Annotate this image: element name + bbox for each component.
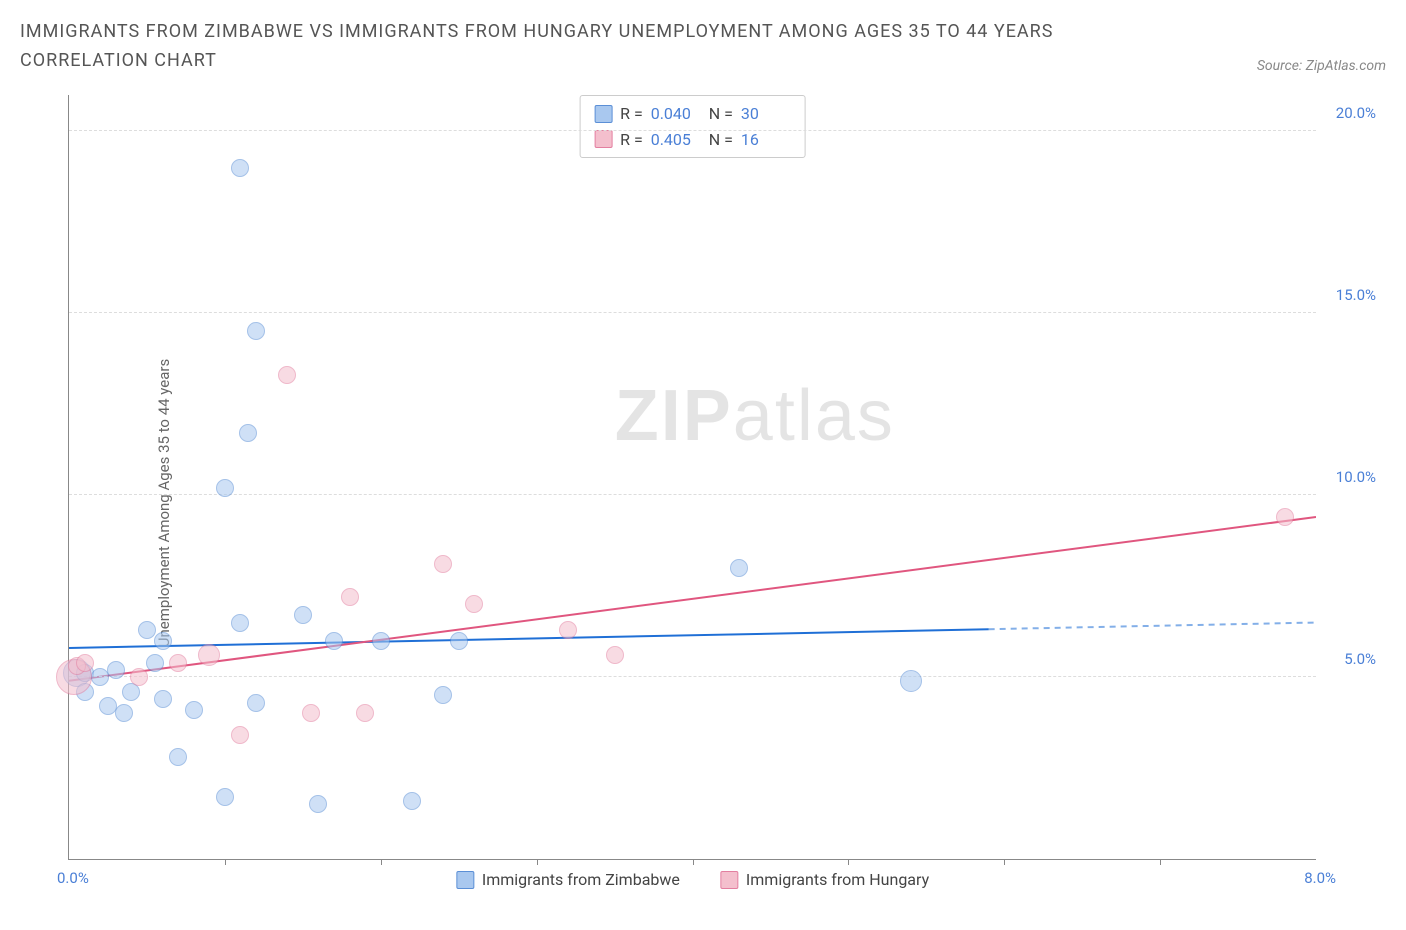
r-label: R =: [620, 101, 643, 127]
data-point-zimbabwe[interactable]: [239, 424, 257, 442]
data-point-zimbabwe[interactable]: [294, 606, 312, 624]
gridline: [69, 312, 1316, 313]
swatch-hungary: [720, 871, 738, 889]
trend-lines: [69, 95, 1316, 859]
stats-legend: R = 0.040N = 30R = 0.405N = 16: [579, 95, 806, 158]
data-point-zimbabwe[interactable]: [216, 479, 234, 497]
data-point-zimbabwe[interactable]: [185, 701, 203, 719]
data-point-zimbabwe[interactable]: [900, 670, 922, 692]
data-point-zimbabwe[interactable]: [154, 632, 172, 650]
data-point-zimbabwe[interactable]: [231, 614, 249, 632]
data-point-zimbabwe[interactable]: [309, 795, 327, 813]
series-legend: Immigrants from Zimbabwe Immigrants from …: [456, 870, 929, 889]
data-point-zimbabwe[interactable]: [434, 686, 452, 704]
chart-title: IMMIGRANTS FROM ZIMBABWE VS IMMIGRANTS F…: [20, 18, 1120, 76]
data-point-zimbabwe[interactable]: [107, 661, 125, 679]
gridline: [69, 676, 1316, 677]
y-tick-label: 20.0%: [1336, 104, 1376, 122]
swatch-zimbabwe: [594, 105, 612, 123]
source-attrib: Source: ZipAtlas.com: [1257, 58, 1386, 74]
data-point-zimbabwe[interactable]: [216, 788, 234, 806]
legend-label: Immigrants from Hungary: [746, 870, 929, 889]
data-point-hungary[interactable]: [278, 366, 296, 384]
swatch-zimbabwe: [456, 871, 474, 889]
data-point-zimbabwe[interactable]: [730, 559, 748, 577]
data-point-hungary[interactable]: [231, 726, 249, 744]
x-tick: [1160, 859, 1161, 865]
watermark: ZIPatlas: [615, 375, 895, 457]
data-point-zimbabwe[interactable]: [154, 690, 172, 708]
data-point-hungary[interactable]: [76, 654, 94, 672]
chart-container: Unemployment Among Ages 35 to 44 years Z…: [20, 95, 1386, 910]
data-point-zimbabwe[interactable]: [325, 632, 343, 650]
scatter-plot: ZIPatlas R = 0.040N = 30R = 0.405N = 16 …: [68, 95, 1316, 860]
data-point-hungary[interactable]: [434, 555, 452, 573]
x-tick: [225, 859, 226, 865]
data-point-hungary[interactable]: [302, 704, 320, 722]
data-point-hungary[interactable]: [465, 595, 483, 613]
data-point-zimbabwe[interactable]: [372, 632, 390, 650]
x-tick: [537, 859, 538, 865]
data-point-zimbabwe[interactable]: [450, 632, 468, 650]
y-tick-label: 10.0%: [1336, 468, 1376, 486]
data-point-zimbabwe[interactable]: [115, 704, 133, 722]
x-tick: [693, 859, 694, 865]
x-tick: [381, 859, 382, 865]
data-point-hungary[interactable]: [169, 654, 187, 672]
data-point-hungary[interactable]: [356, 704, 374, 722]
data-point-zimbabwe[interactable]: [146, 654, 164, 672]
r-value: 0.040: [651, 101, 701, 127]
x-axis-min: 0.0%: [57, 869, 89, 887]
data-point-zimbabwe[interactable]: [403, 792, 421, 810]
data-point-hungary[interactable]: [606, 646, 624, 664]
data-point-hungary[interactable]: [1276, 508, 1294, 526]
legend-item-zimbabwe[interactable]: Immigrants from Zimbabwe: [456, 870, 680, 889]
legend-item-hungary[interactable]: Immigrants from Hungary: [720, 870, 929, 889]
legend-label: Immigrants from Zimbabwe: [482, 870, 680, 889]
data-point-zimbabwe[interactable]: [231, 159, 249, 177]
x-tick: [1004, 859, 1005, 865]
x-axis-max: 8.0%: [1304, 869, 1336, 887]
stats-row-zimbabwe: R = 0.040 N = 30: [594, 101, 791, 127]
data-point-zimbabwe[interactable]: [247, 322, 265, 340]
data-point-zimbabwe[interactable]: [138, 621, 156, 639]
n-value: 30: [741, 101, 791, 127]
data-point-hungary[interactable]: [559, 621, 577, 639]
swatch-hungary: [594, 130, 612, 148]
data-point-hungary[interactable]: [198, 644, 220, 666]
data-point-zimbabwe[interactable]: [247, 694, 265, 712]
data-point-hungary[interactable]: [130, 668, 148, 686]
x-tick: [848, 859, 849, 865]
y-tick-label: 15.0%: [1336, 286, 1376, 304]
trendline-hungary: [69, 517, 1316, 681]
y-tick-label: 5.0%: [1344, 650, 1376, 668]
trendline-zimbabwe-extrapolated: [989, 623, 1316, 630]
gridline: [69, 130, 1316, 131]
n-label: N =: [709, 101, 733, 127]
data-point-hungary[interactable]: [341, 588, 359, 606]
gridline: [69, 494, 1316, 495]
data-point-zimbabwe[interactable]: [169, 748, 187, 766]
